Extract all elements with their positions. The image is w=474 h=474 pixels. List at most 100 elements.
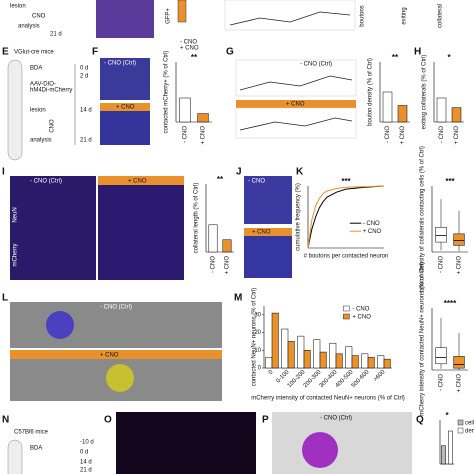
significance: ** (191, 53, 198, 62)
micrograph (272, 412, 412, 474)
significance: ** (392, 53, 399, 62)
label: CNO (50, 119, 56, 133)
x-tick-label: >600 (373, 369, 387, 383)
bar (448, 430, 453, 465)
significance: *** (445, 177, 455, 186)
bar (451, 107, 462, 123)
bar (377, 355, 385, 369)
line (307, 185, 385, 249)
label: 21 d (80, 138, 92, 144)
legend-label: - CNO (352, 307, 369, 313)
header-bar (98, 176, 184, 185)
panel-letter: P (262, 415, 269, 426)
spinal-cord (7, 439, 23, 474)
significance: ** (217, 175, 224, 184)
legend-swatch (457, 427, 464, 434)
micrograph (244, 176, 292, 224)
x-tick-label: + CNO (454, 126, 460, 145)
micrograph (10, 302, 222, 348)
label: collateral (438, 4, 444, 28)
label: - CNO (180, 40, 197, 46)
bar (345, 346, 353, 369)
box (453, 356, 465, 369)
label: + CNO (252, 230, 271, 236)
label: + CNO (116, 105, 135, 111)
y-axis-label: bouton density (% of Ctrl) (368, 58, 374, 126)
box (435, 227, 447, 243)
micrograph (244, 228, 292, 278)
panel-letter: H (414, 47, 421, 58)
legend-swatch (343, 313, 350, 320)
label: -10 d (80, 440, 94, 446)
label: lesion (10, 4, 26, 10)
bar (281, 328, 289, 369)
y-tick-label: 30 (254, 312, 261, 318)
y-tick-label: 0 (258, 366, 262, 372)
box (435, 347, 447, 365)
label: AAV-DIO- (30, 82, 56, 88)
bar (351, 355, 359, 369)
bar (303, 350, 311, 369)
axon (239, 117, 353, 131)
micrograph (96, 0, 154, 38)
x-tick-label: - CNO (385, 126, 391, 143)
legend-label: dendrites (465, 429, 474, 435)
bar (287, 341, 295, 369)
significance: * (445, 411, 449, 420)
bar (222, 239, 232, 253)
label: lesion (30, 108, 46, 114)
spinal-cord (7, 59, 23, 161)
bar (441, 445, 446, 465)
bar (265, 357, 273, 369)
bar (177, 0, 187, 23)
label: BDA (30, 446, 42, 452)
bar (197, 113, 209, 123)
cell (302, 432, 338, 468)
label: - CNO (Ctrl) (100, 305, 132, 311)
header-bar (236, 100, 356, 108)
y-axis-label: contacted mCherry+ (% of Ctrl) (164, 51, 170, 134)
panel-letter: K (296, 167, 304, 178)
bar (361, 353, 369, 369)
label: BDA (30, 66, 42, 72)
x-tick-label: + CNO (225, 256, 231, 275)
x-axis-label: # boutons per contacted neuron (304, 254, 389, 260)
charts: contacted mCherry+ (% of Ctrl) ** - CNO + C… (164, 51, 474, 465)
label: VGlut-cre mice (14, 50, 54, 56)
panel-letter: I (2, 167, 5, 178)
bar (329, 342, 337, 369)
panel-letter: G (226, 47, 234, 58)
cell (106, 364, 134, 392)
x-tick-label: 500-600 (351, 369, 371, 389)
label: analysis (30, 138, 52, 144)
x-tick-label: - CNO (211, 256, 217, 273)
micrograph (10, 176, 96, 280)
label: - CNO (Ctrl) (300, 62, 332, 68)
panel-letter: N (2, 415, 9, 426)
bar (313, 339, 321, 369)
header-bar (10, 350, 222, 359)
label: - CNO (Ctrl) (104, 61, 136, 67)
label: - CNO (248, 179, 265, 185)
panel-letter: Q (416, 415, 424, 426)
label: boutons (360, 5, 366, 26)
bar (383, 358, 391, 369)
panel-letter: L (2, 293, 8, 304)
bar (436, 97, 447, 123)
label: + CNO (100, 353, 119, 359)
box (453, 233, 465, 246)
y-axis-label: collateral length (% of Ctrl) (194, 183, 200, 254)
micrograph (116, 412, 256, 474)
y-tick-label: 10 (254, 348, 261, 354)
panel-letter: O (104, 415, 112, 426)
label: - CNO (Ctrl) (30, 179, 62, 185)
label: 21 d (50, 32, 62, 38)
bar (319, 351, 327, 369)
bar (382, 91, 393, 123)
x-tick-label: - CNO (439, 126, 445, 143)
micrograph (100, 58, 150, 100)
significance: *** (341, 177, 351, 186)
tracing (235, 107, 357, 139)
bar (208, 224, 218, 253)
